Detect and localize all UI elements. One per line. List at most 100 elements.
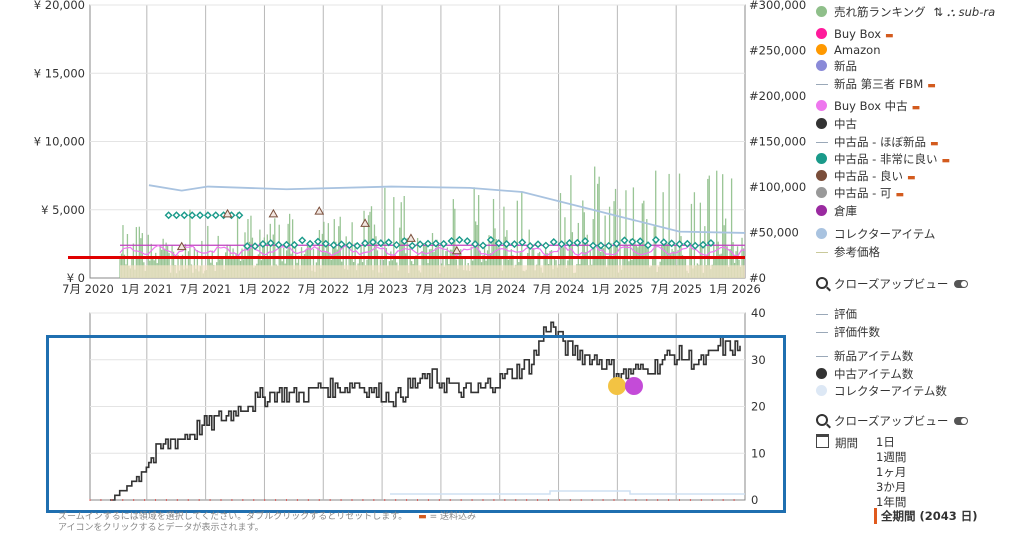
count-y-tick-label: 10 — [751, 446, 766, 460]
legend-label: 売れ筋ランキング — [834, 5, 926, 19]
very-good-marker — [361, 239, 370, 248]
x-tick-label: 1月 2026 — [709, 282, 761, 296]
legend-label: 新品アイテム数 — [834, 349, 914, 363]
truck-icon: ▬ — [941, 156, 950, 166]
very-good-marker — [596, 241, 605, 250]
x-tick-label: 1月 2023 — [356, 282, 408, 296]
period-option[interactable]: 1ヶ月 — [876, 465, 907, 479]
count-y-tick-label: 0 — [751, 493, 758, 507]
closeup-toggle[interactable]: クローズアップビュー — [816, 276, 969, 292]
good-marker — [176, 241, 187, 251]
legend-item[interactable]: 新品 第三者 FBM ▬ — [816, 76, 936, 92]
legend-marker — [816, 385, 827, 396]
star-eyes-emoji-icon — [625, 377, 643, 395]
legend-item[interactable]: Buy Box ▬ — [816, 26, 894, 42]
very-good-marker — [306, 239, 315, 248]
period-option[interactable]: 1年間 — [876, 495, 907, 509]
very-good-marker — [589, 241, 598, 250]
period-label-text: 期間 — [835, 436, 858, 450]
legend-item[interactable]: 新品アイテム数 — [816, 348, 913, 364]
very-good-marker — [400, 237, 409, 246]
very-good-marker — [282, 240, 291, 249]
x-tick-label: 7月 2022 — [297, 282, 349, 296]
very-good-marker — [258, 240, 267, 249]
period-option[interactable]: 1日 — [876, 435, 895, 449]
legend-item[interactable]: Amazon — [816, 42, 880, 58]
very-good-marker — [243, 242, 252, 251]
very-good-marker — [636, 237, 645, 246]
very-good-marker — [313, 237, 322, 246]
y-right-tick-label: #300,000 — [749, 0, 806, 12]
toggle-switch[interactable] — [954, 280, 969, 288]
legend-item[interactable]: コレクターアイテム — [816, 226, 935, 242]
very-good-marker — [431, 239, 440, 248]
very-good-marker — [541, 241, 550, 250]
good-marker — [268, 208, 279, 218]
closeup-toggle[interactable]: クローズアップビュー — [816, 413, 969, 429]
legend-item[interactable]: 参考価格 — [816, 244, 880, 260]
legend-item[interactable]: 中古品 - 非常に良い ▬ — [816, 151, 950, 167]
legend-label: 倉庫 — [834, 204, 857, 218]
legend-item[interactable]: 新品 — [816, 58, 857, 74]
legend-marker — [816, 228, 827, 239]
very-good-marker — [644, 241, 653, 250]
used-offer-count-line — [110, 321, 741, 501]
legend-item[interactable]: Buy Box 中古 ▬ — [816, 98, 920, 114]
period-option[interactable]: 全期間 (2043 日) — [874, 508, 978, 524]
legend-label: 中古品 - 可 — [834, 186, 892, 200]
footnote-zoom: ズームインするには領域を選択してください。ダブルクリックするとリセットします。 … — [58, 509, 476, 522]
footnote-zoom-text: ズームインするには領域を選択してください。ダブルクリックするとリセットします。 — [58, 512, 408, 522]
legend-item[interactable]: 評価件数 — [816, 324, 880, 340]
y-right-tick-label: #50,000 — [749, 226, 799, 240]
very-good-marker — [675, 240, 684, 249]
period-label[interactable]: 期間 — [816, 434, 858, 450]
legend-marker — [816, 100, 827, 111]
very-good-marker — [329, 241, 338, 250]
legend-item[interactable]: 中古 — [816, 116, 857, 132]
buy-box-used-line — [119, 244, 746, 257]
x-tick-label: 1月 2021 — [121, 282, 173, 296]
legend-marker — [816, 84, 828, 85]
very-good-marker — [604, 241, 613, 250]
truck-icon: ▬ — [911, 103, 921, 113]
period-option[interactable]: 3か月 — [876, 480, 907, 494]
very-good-marker — [172, 211, 181, 220]
legend-item[interactable]: 中古品 - 可 ▬ — [816, 185, 904, 201]
legend-label: 新品 — [834, 59, 857, 73]
legend-item[interactable]: 売れ筋ランキング ⇅ ⛬ sub-ra — [816, 4, 995, 20]
very-good-marker — [502, 239, 511, 248]
y-left-tick-label: ¥ 15,000 — [34, 66, 85, 80]
legend-marker — [816, 356, 828, 357]
very-good-marker — [557, 240, 566, 249]
toggle-switch[interactable] — [954, 417, 969, 425]
very-good-marker — [494, 239, 503, 248]
y-right-tick-label: #150,000 — [749, 135, 806, 149]
legend-item[interactable]: 中古アイテム数 — [816, 366, 913, 382]
good-marker — [360, 218, 370, 227]
legend-marker — [816, 142, 828, 143]
period-option[interactable]: 1週間 — [876, 450, 907, 464]
legend-label: 評価 — [834, 307, 857, 321]
truck-icon: ▬ — [418, 512, 427, 522]
y-right-tick-label: #200,000 — [749, 89, 806, 103]
very-good-marker — [274, 240, 283, 249]
truck-icon: ▬ — [929, 139, 939, 149]
legend-label: 参考価格 — [834, 245, 880, 259]
sub-rank-control[interactable]: ⇅ ⛬ sub-ra — [933, 5, 996, 19]
very-good-marker — [581, 237, 590, 246]
very-good-marker — [180, 211, 189, 220]
good-marker — [222, 208, 233, 218]
legend-item[interactable]: 中古品 - 良い ▬ — [816, 168, 915, 184]
x-tick-label: 7月 2021 — [180, 282, 232, 296]
good-marker — [451, 245, 462, 255]
truck-icon: ▬ — [927, 81, 936, 91]
legend-item[interactable]: 倉庫 — [816, 203, 857, 219]
legend-item[interactable]: 中古品 - ほぼ新品 ▬ — [816, 134, 938, 150]
very-good-marker — [667, 239, 676, 248]
legend-item[interactable]: コレクターアイテム数 — [816, 383, 947, 399]
legend-item[interactable]: 評価 — [816, 306, 857, 322]
very-good-marker — [510, 240, 519, 249]
very-good-marker — [526, 242, 535, 251]
legend-marker — [816, 28, 827, 39]
